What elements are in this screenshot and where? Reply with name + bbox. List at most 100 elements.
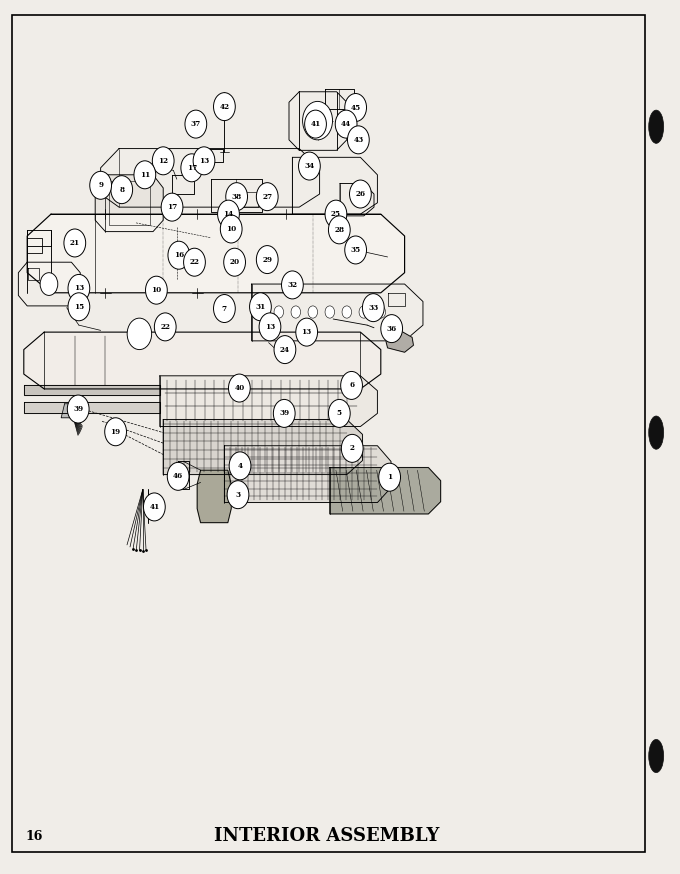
Circle shape (325, 306, 335, 318)
Circle shape (226, 183, 248, 211)
Circle shape (359, 306, 369, 318)
Text: 33: 33 (368, 303, 379, 312)
Text: 16: 16 (26, 830, 44, 843)
Text: 9: 9 (98, 181, 103, 190)
Circle shape (376, 306, 386, 318)
Circle shape (328, 399, 350, 427)
Circle shape (228, 374, 250, 402)
Circle shape (325, 200, 347, 228)
Text: 22: 22 (190, 258, 199, 267)
Circle shape (127, 318, 152, 350)
Polygon shape (163, 420, 362, 475)
Circle shape (161, 193, 183, 221)
Text: 41: 41 (310, 120, 321, 128)
Text: 4: 4 (237, 461, 243, 470)
Text: 2: 2 (350, 444, 355, 453)
Text: 12: 12 (158, 156, 168, 165)
Polygon shape (252, 284, 423, 341)
Circle shape (341, 434, 363, 462)
Text: INTERIOR ASSEMBLY: INTERIOR ASSEMBLY (214, 828, 439, 845)
Circle shape (345, 236, 367, 264)
Text: 39: 39 (279, 409, 289, 418)
Text: 22: 22 (160, 323, 170, 331)
Circle shape (40, 273, 58, 295)
Text: 31: 31 (255, 302, 266, 311)
Circle shape (168, 241, 190, 269)
Polygon shape (24, 385, 160, 395)
Text: 7: 7 (222, 304, 227, 313)
Text: 14: 14 (223, 210, 234, 218)
Circle shape (341, 371, 362, 399)
Circle shape (305, 110, 326, 138)
Text: 3: 3 (235, 490, 241, 499)
Circle shape (291, 306, 301, 318)
Circle shape (184, 248, 205, 276)
Text: 43: 43 (353, 135, 364, 144)
Text: 46: 46 (173, 472, 183, 481)
Circle shape (68, 274, 90, 302)
Circle shape (274, 306, 284, 318)
Text: 11: 11 (139, 170, 150, 179)
Circle shape (379, 463, 401, 491)
Text: 34: 34 (304, 162, 315, 170)
Text: 36: 36 (387, 324, 396, 333)
Circle shape (68, 293, 90, 321)
Ellipse shape (649, 739, 664, 773)
Ellipse shape (649, 110, 664, 143)
Circle shape (273, 399, 295, 427)
Text: 44: 44 (341, 120, 352, 128)
Circle shape (111, 176, 133, 204)
Text: 40: 40 (234, 384, 245, 392)
Circle shape (134, 161, 156, 189)
Text: 41: 41 (149, 503, 160, 511)
Text: 35: 35 (351, 246, 360, 254)
Circle shape (335, 110, 357, 138)
Circle shape (143, 493, 165, 521)
Circle shape (381, 315, 403, 343)
Text: 38: 38 (232, 192, 241, 201)
Circle shape (193, 147, 215, 175)
Circle shape (167, 462, 189, 490)
Circle shape (303, 101, 333, 140)
Text: 13: 13 (73, 284, 84, 293)
Circle shape (296, 318, 318, 346)
Polygon shape (160, 376, 377, 427)
Text: 25: 25 (331, 210, 341, 218)
Text: 24: 24 (280, 345, 290, 354)
Text: 17: 17 (186, 163, 197, 172)
Circle shape (256, 246, 278, 274)
Circle shape (64, 229, 86, 257)
Text: 10: 10 (151, 286, 162, 295)
Circle shape (282, 271, 303, 299)
Text: 21: 21 (70, 239, 80, 247)
Circle shape (224, 248, 245, 276)
Text: 5: 5 (337, 409, 342, 418)
Text: 8: 8 (119, 185, 124, 194)
Text: 13: 13 (265, 323, 275, 331)
Circle shape (67, 395, 89, 423)
Circle shape (342, 306, 352, 318)
Text: 16: 16 (174, 251, 184, 260)
Circle shape (146, 276, 167, 304)
Text: 15: 15 (74, 302, 84, 311)
Circle shape (347, 126, 369, 154)
Circle shape (259, 313, 281, 341)
Text: 13: 13 (301, 328, 312, 336)
Polygon shape (24, 402, 160, 413)
Ellipse shape (649, 416, 664, 449)
Text: 20: 20 (230, 258, 239, 267)
Text: 42: 42 (220, 102, 229, 111)
Circle shape (214, 93, 235, 121)
Text: 37: 37 (190, 120, 201, 128)
Circle shape (90, 171, 112, 199)
Circle shape (105, 418, 126, 446)
Circle shape (274, 336, 296, 364)
Circle shape (328, 216, 350, 244)
Circle shape (350, 180, 371, 208)
Text: 27: 27 (262, 192, 272, 201)
Circle shape (218, 200, 239, 228)
Polygon shape (61, 404, 85, 418)
Text: 6: 6 (349, 381, 354, 390)
Circle shape (181, 154, 203, 182)
Circle shape (214, 295, 235, 323)
